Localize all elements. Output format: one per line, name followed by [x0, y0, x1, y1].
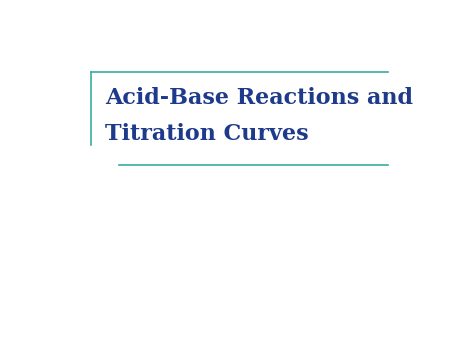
Text: Titration Curves: Titration Curves: [105, 123, 309, 145]
Text: Acid-Base Reactions and: Acid-Base Reactions and: [105, 87, 413, 109]
